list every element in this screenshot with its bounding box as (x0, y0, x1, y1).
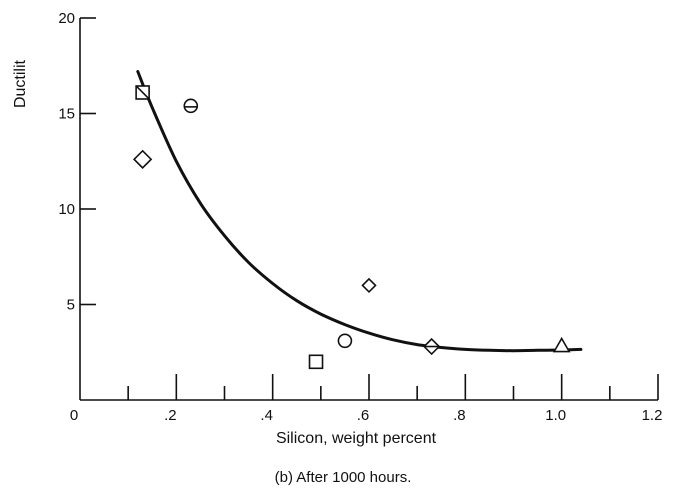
x-tick-label: 1.2 (642, 407, 663, 424)
data-point (183, 98, 199, 114)
y-tick-label: 5 (67, 297, 75, 314)
circle-marker (337, 333, 353, 349)
data-point (361, 277, 377, 294)
data-point (308, 354, 324, 370)
x-tick-label: .8 (453, 407, 466, 424)
figure-caption: (b) After 1000 hours. (275, 469, 412, 486)
fit-curve (136, 70, 583, 353)
diamond-marker (361, 277, 377, 294)
data-point (337, 333, 353, 349)
y-tick-label: 15 (58, 106, 75, 123)
y-tick-label: 10 (58, 201, 75, 218)
x-tick-label: 1.0 (545, 407, 566, 424)
marker-flag (135, 85, 150, 100)
data-point (422, 337, 441, 356)
data-point (552, 336, 571, 353)
axes (79, 18, 658, 401)
x-tick-label: 0 (70, 407, 78, 424)
data-point (135, 85, 150, 100)
x-tick-label: .6 (357, 407, 370, 424)
y-axis-label: Ductilit (12, 59, 29, 108)
data-point (132, 149, 153, 169)
diamond-marker (132, 149, 153, 169)
circle-marker (183, 98, 199, 114)
points-layer (132, 85, 571, 370)
y-tick-label: 20 (58, 10, 75, 27)
triangle-marker (552, 336, 571, 353)
x-axis-label: Silicon, weight percent (276, 430, 437, 447)
curve-layer (136, 70, 583, 353)
ticks: 0 .2 .4 .6 .8 1.0 1.2 5 10 15 20 (58, 10, 662, 424)
square-marker (308, 354, 324, 370)
x-tick-label: .2 (164, 407, 177, 424)
x-tick-label: .4 (260, 407, 273, 424)
